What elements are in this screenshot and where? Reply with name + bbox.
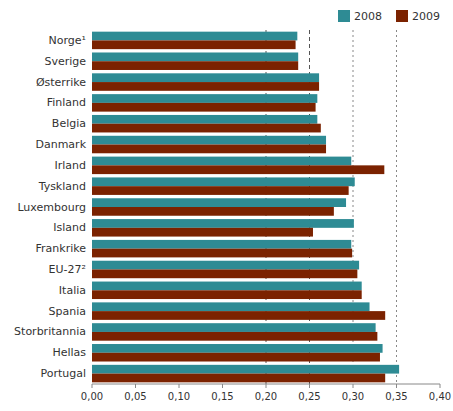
bar [92,249,352,258]
bar [92,219,354,228]
bar [92,136,326,145]
bar [92,40,296,49]
bar [92,124,321,133]
bar [92,228,313,237]
bar [92,282,362,291]
legend: 2008 2009 [338,10,440,23]
bar [92,269,357,278]
x-tick-label: 0,20 [255,391,277,402]
legend-label: 2008 [354,10,382,23]
bar [92,302,370,311]
x-tick [266,384,267,388]
x-tick [179,384,180,388]
bar [92,115,317,124]
bar [92,207,334,216]
x-tick [440,384,441,388]
x-tick-label: 0,15 [211,391,233,402]
bar [92,186,349,195]
x-tick-label: 0,35 [385,391,407,402]
category-label: Irland [54,159,86,172]
x-tick-label: 0,05 [124,391,146,402]
x-tick-label: 0,10 [168,391,190,402]
bar [92,332,377,341]
bar [92,290,362,299]
bar [92,103,316,112]
category-label: Sverige [44,55,86,68]
category-label: Storbritannia [14,325,86,338]
bar [92,32,297,41]
x-tick [396,384,397,388]
bar [92,165,384,174]
bar [92,145,326,154]
bar [92,353,380,362]
x-tick-label: 0,00 [81,391,103,402]
x-tick [353,384,354,388]
bar [92,94,317,103]
bar [92,157,351,166]
category-label: Østerrike [36,76,86,89]
bar [92,261,359,270]
bar [92,198,346,207]
legend-swatch [396,10,408,22]
category-label: Tyskland [38,180,86,193]
legend-item: 2008 [338,10,382,23]
bar [92,323,376,332]
x-axis: 0,00 0,05 0,10 0,15 0,20 0,25 0,30 0,35 0,40 [81,384,451,402]
chart: Norge¹ Sverige Østerrike Finland Belgia Danma… [0,0,453,411]
category-label: Frankrike [36,242,87,255]
legend-swatch [338,10,350,22]
category-label: Belgia [52,117,86,130]
bar [92,73,319,82]
bars [92,32,399,383]
bar [92,177,355,186]
x-tick [92,384,93,388]
bar [92,82,319,91]
category-label: Spania [49,305,86,318]
x-tick [222,384,223,388]
bar [92,61,298,70]
x-tick-label: 0,40 [429,391,451,402]
x-tick [135,384,136,388]
category-label: EU-27² [49,263,86,276]
category-label: Portugal [40,367,86,380]
category-label: Hellas [52,346,86,359]
legend-label: 2009 [412,10,440,23]
reference-line [396,30,397,384]
bar [92,344,383,353]
category-label: Island [53,221,86,234]
bar [92,374,385,383]
bar [92,365,399,374]
bar [92,52,298,61]
bar [92,311,385,320]
category-label: Finland [47,96,86,109]
category-label: Danmark [35,138,86,151]
bar [92,240,351,249]
x-tick-label: 0,25 [298,391,320,402]
x-tick [309,384,310,388]
legend-item: 2009 [396,10,440,23]
x-tick-label: 0,30 [342,391,364,402]
category-label: Norge¹ [49,34,86,47]
category-label: Italia [59,284,86,297]
category-label: Luxembourg [17,201,86,214]
y-axis: Norge¹ Sverige Østerrike Finland Belgia Danma… [14,34,87,380]
